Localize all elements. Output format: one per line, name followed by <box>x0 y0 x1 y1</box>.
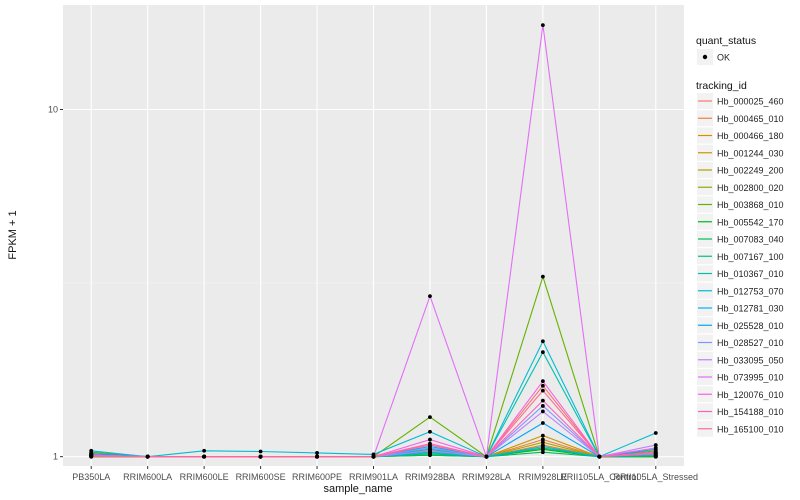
data-point <box>258 454 263 459</box>
data-point <box>540 409 545 414</box>
legend-series-label: Hb_165100_010 <box>717 424 784 434</box>
x-tick-label: RRIM600SE <box>236 472 286 482</box>
legend-quant-status-title: quant_status <box>696 35 756 47</box>
data-point <box>653 443 658 447</box>
legend-series-label: Hb_002249_200 <box>717 166 784 176</box>
data-point <box>315 454 319 459</box>
legend-series-label: Hb_154188_010 <box>717 407 784 417</box>
data-point <box>540 440 545 445</box>
data-points <box>89 23 658 459</box>
legend-tracking-id-items: Hb_000025_460 Hb_000465_010 Hb_000466_180 H… <box>697 93 784 437</box>
legend-series-label: Hb_120076_010 <box>717 390 784 400</box>
legend-quant-status-items: OK <box>697 49 730 65</box>
x-tick-label: RRII105LA_Stressed <box>613 472 698 482</box>
x-tick-label: RRIM928LA <box>462 472 511 482</box>
legend-tracking-id-title: tracking_id <box>696 80 747 92</box>
legend-series-label: Hb_000465_010 <box>717 114 784 124</box>
data-point <box>540 274 545 279</box>
x-tick-label: RRIM901LA <box>349 472 398 482</box>
legend-point-key <box>702 54 708 60</box>
data-point <box>428 429 432 434</box>
y-tick-label: 1 <box>53 452 58 462</box>
data-point <box>202 454 207 459</box>
legend-series-label: Hb_005542_170 <box>717 217 784 227</box>
data-point <box>540 388 545 393</box>
legend: quant_status OK tracking_id Hb_000025_46… <box>696 35 784 437</box>
legend-series-label: Hb_012753_070 <box>717 286 784 296</box>
data-point <box>89 454 94 459</box>
legend-series-label: Hb_033095_050 <box>717 355 784 365</box>
data-point <box>597 454 602 459</box>
legend-series-label: Hb_010367_010 <box>717 269 784 279</box>
x-axis-title: sample_name <box>323 483 392 495</box>
data-point <box>540 383 545 388</box>
data-point <box>653 451 658 456</box>
legend-series-label: Hb_003868_010 <box>717 200 784 210</box>
data-point <box>428 445 432 450</box>
legend-point-label: OK <box>717 53 730 63</box>
data-point <box>258 449 263 454</box>
data-point <box>202 448 207 453</box>
x-tick-label: RRIM600LA <box>123 472 172 482</box>
x-tick-label: RRII105LA_Control <box>560 472 638 482</box>
y-axis: 1 10 <box>48 105 63 462</box>
data-point <box>540 350 545 355</box>
data-point <box>540 433 545 438</box>
legend-series-label: Hb_001244_030 <box>717 148 784 158</box>
x-tick-label: RRIM928BA <box>405 472 455 482</box>
data-point <box>540 437 545 442</box>
data-point <box>428 448 432 453</box>
data-point <box>540 23 545 28</box>
data-point <box>89 448 94 453</box>
data-point <box>428 294 432 299</box>
data-point <box>428 415 432 420</box>
data-point <box>540 404 545 408</box>
data-point <box>540 379 545 384</box>
x-tick-label: PB350LA <box>72 472 110 482</box>
data-point <box>315 451 319 455</box>
data-point <box>540 339 545 344</box>
legend-series-label: Hb_025528_010 <box>717 321 784 331</box>
data-point <box>653 445 658 450</box>
data-point <box>484 454 489 459</box>
data-point <box>428 437 432 442</box>
x-tick-label: RRIM600LE <box>180 472 229 482</box>
data-point <box>540 450 545 455</box>
data-point <box>653 431 658 435</box>
data-point <box>540 444 545 449</box>
data-point <box>371 454 376 459</box>
legend-series-label: Hb_073995_010 <box>717 373 784 383</box>
legend-series-label: Hb_000466_180 <box>717 131 784 141</box>
x-tick-label: RRIM600PE <box>292 472 342 482</box>
data-point <box>428 443 432 447</box>
legend-series-label: Hb_007167_100 <box>717 252 784 262</box>
data-point <box>540 421 545 425</box>
x-tick-label: RRIM928LE <box>518 472 567 482</box>
legend-series-label: Hb_007083_040 <box>717 235 784 245</box>
legend-series-label: Hb_000025_460 <box>717 97 784 107</box>
legend-series-label: Hb_002800_020 <box>717 183 784 193</box>
data-point <box>540 398 545 403</box>
legend-series-label: Hb_028527_010 <box>717 338 784 348</box>
x-axis: PB350LA RRIM600LA RRIM600LE RRIM600SE RRIM60… <box>72 466 698 482</box>
y-tick-label: 10 <box>48 105 58 115</box>
data-point <box>145 454 150 459</box>
y-axis-title: FPKM + 1 <box>7 210 19 259</box>
legend-series-label: Hb_012781_030 <box>717 304 784 314</box>
